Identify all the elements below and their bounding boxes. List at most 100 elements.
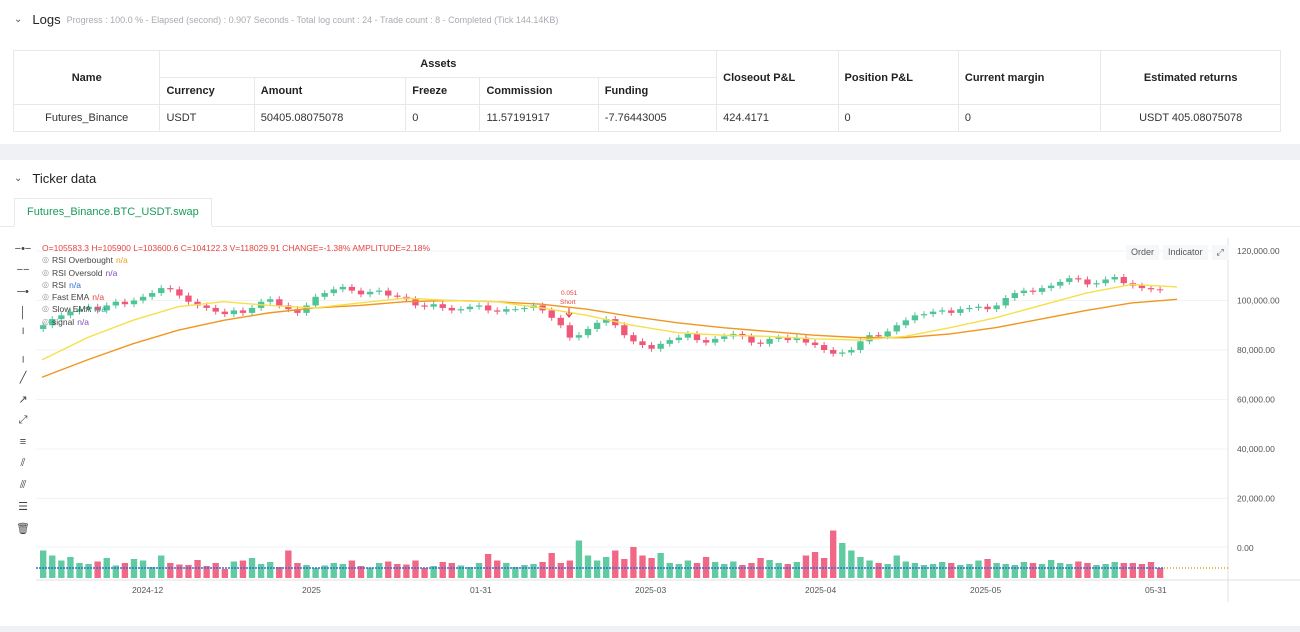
volume-bar xyxy=(612,550,619,578)
candle xyxy=(593,322,601,329)
candle xyxy=(58,315,65,320)
volume-bar xyxy=(475,563,483,578)
candle xyxy=(966,307,973,310)
candle xyxy=(276,299,283,306)
candle xyxy=(394,295,401,297)
volume-bar xyxy=(721,564,728,578)
y-tick-label: 100,000.00 xyxy=(1237,296,1280,306)
volume-bar xyxy=(94,561,101,578)
col-current-margin: Current margin xyxy=(957,50,1102,105)
progress-text: Progress : 100.0 % - Elapsed (second) : … xyxy=(66,14,559,25)
parallel-channel-icon[interactable]: ⫽ xyxy=(20,457,26,470)
volume-bar xyxy=(830,530,837,578)
legend-item[interactable]: ◎ Fast EMA n/a xyxy=(42,291,430,303)
legend-item[interactable]: ◎ Slow EMA n/a xyxy=(42,303,430,315)
eye-icon[interactable]: ◎ xyxy=(42,292,49,302)
volume-bar xyxy=(884,564,891,578)
crosshair-icon[interactable]: −•− xyxy=(14,242,32,255)
volume-bar xyxy=(902,561,910,578)
volume-bar xyxy=(40,550,47,578)
eye-icon[interactable]: ◎ xyxy=(42,267,49,277)
trend-ray-icon[interactable]: ↗ xyxy=(18,393,28,406)
legend-item[interactable]: ◎ RSI n/a xyxy=(42,279,430,291)
candle xyxy=(212,307,219,312)
candle xyxy=(112,301,120,306)
candle xyxy=(802,337,810,343)
legend-item[interactable]: ◎ signal n/a xyxy=(42,316,430,328)
order-button[interactable]: Order xyxy=(1126,245,1160,260)
volume-bar xyxy=(775,563,782,578)
candle xyxy=(76,309,83,312)
volume-bar xyxy=(630,547,637,578)
vertical-segment-icon[interactable]: ╵ xyxy=(19,329,27,342)
chevron-down-icon[interactable]: ⌄ xyxy=(14,173,23,184)
ticker-title: Ticker data xyxy=(32,171,97,186)
volume-bar xyxy=(566,560,574,578)
volume-bar xyxy=(839,543,846,578)
trash-icon[interactable]: 🗑 xyxy=(16,522,30,535)
eye-icon[interactable]: ◎ xyxy=(42,316,49,326)
vertical-ray-icon[interactable]: ╷ xyxy=(19,350,27,363)
price-range-icon[interactable]: ≡ xyxy=(19,436,27,449)
tab-symbol[interactable]: Futures_Binance.BTC_USDT.swap xyxy=(14,198,212,227)
volume-bar xyxy=(875,563,882,578)
candle xyxy=(621,325,628,336)
candle xyxy=(1102,279,1109,284)
candle xyxy=(1057,281,1064,286)
col-funding: Funding xyxy=(597,77,718,105)
assets-table: Name Assets Closeout P&L Position P&L Cu… xyxy=(12,50,1281,132)
eye-icon[interactable]: ◎ xyxy=(42,304,49,314)
volume-bar xyxy=(457,565,465,578)
volume-bar xyxy=(58,560,65,578)
eye-icon[interactable]: ◎ xyxy=(42,279,49,289)
ticker-header[interactable]: ⌄ Ticker data xyxy=(14,171,96,186)
volume-bar xyxy=(1066,564,1073,578)
horizontal-ray-icon[interactable]: ─• xyxy=(17,285,29,298)
horizontal-line-icon[interactable]: −− xyxy=(16,264,30,277)
volume-bar xyxy=(675,564,683,578)
col-commission: Commission xyxy=(479,77,599,105)
volume-bar xyxy=(593,560,601,578)
candle xyxy=(348,286,356,291)
candle xyxy=(830,350,837,354)
trend-line-icon[interactable]: ╱ xyxy=(19,372,27,385)
volume-bar xyxy=(357,566,365,578)
legend-item[interactable]: ◎ RSI Oversold n/a xyxy=(42,267,430,279)
indicator-button[interactable]: Indicator xyxy=(1163,245,1208,260)
legend-label: RSI xyxy=(51,279,67,290)
eye-icon[interactable]: ◎ xyxy=(42,255,49,265)
volume-bar xyxy=(521,565,528,578)
candle xyxy=(811,342,819,346)
volume-bar xyxy=(321,565,328,578)
volume-bar xyxy=(1038,564,1046,578)
logs-header[interactable]: ⌄ Logs Progress : 100.0 % - Elapsed (sec… xyxy=(14,12,558,27)
legend-label: RSI Oversold xyxy=(51,267,103,278)
chevron-down-icon[interactable]: ⌄ xyxy=(14,14,23,25)
volume-bar xyxy=(375,563,383,578)
volume-bar xyxy=(257,564,265,578)
volume-bar xyxy=(857,557,864,578)
legend-item[interactable]: ◎ RSI Overbought n/a xyxy=(42,254,430,266)
vertical-line-icon[interactable]: │ xyxy=(19,307,27,320)
price-chart[interactable]: 120,000.00 100,000.00 80,000.00 60,000.00 40… xyxy=(36,238,1300,602)
extended-line-icon[interactable]: ⤢ xyxy=(18,414,28,427)
volume-bar xyxy=(975,560,982,578)
volume-bar xyxy=(1129,563,1137,578)
short-arrow-icon xyxy=(565,308,573,318)
candle xyxy=(139,296,147,301)
candle xyxy=(793,337,801,341)
volume-bar xyxy=(966,564,973,578)
candle xyxy=(902,320,910,326)
fullscreen-icon[interactable]: ⤢ xyxy=(1211,245,1229,260)
volume-bar xyxy=(1002,564,1009,578)
candle xyxy=(766,338,773,344)
y-tick-label: 40,000.00 xyxy=(1237,444,1275,454)
candle xyxy=(366,291,374,295)
volume-bar xyxy=(711,562,719,578)
candle xyxy=(421,305,428,307)
candle xyxy=(775,337,782,339)
fib-icon[interactable]: ☰ xyxy=(18,501,28,514)
candle xyxy=(566,325,574,338)
volume-bar xyxy=(139,560,147,578)
pitchfork-icon[interactable]: ⫻ xyxy=(19,478,27,491)
